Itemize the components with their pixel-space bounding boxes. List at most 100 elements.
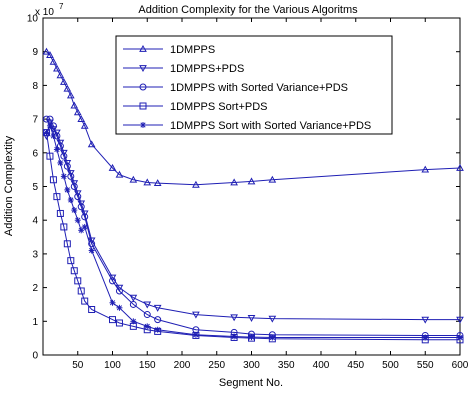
y-axis-label: Addition Complextity: [3, 135, 15, 236]
y-tick-label: 1: [32, 317, 38, 328]
y-tick-label: 9: [32, 47, 38, 58]
data-point-triangle-up: [153, 179, 162, 187]
y-tick-label: 10: [27, 14, 39, 25]
data-point-triangle-down: [153, 304, 162, 312]
asterisk-stroke: [193, 332, 199, 338]
data-point-circle: [154, 316, 162, 324]
asterisk-stroke: [155, 327, 161, 333]
data-point-triangle-up: [247, 177, 256, 185]
asterisk-stroke: [231, 333, 237, 340]
data-point-triangle-down: [230, 314, 238, 322]
x-tick-label: 150: [139, 360, 156, 371]
data-point-square: [115, 319, 123, 327]
asterisk-stroke: [64, 187, 70, 193]
legend-item: 1DMPPS: [123, 44, 215, 56]
data-point-asterisk: [457, 334, 463, 341]
data-point-square: [49, 176, 57, 184]
x-tick-label: 250: [208, 360, 225, 371]
data-point-asterisk: [81, 223, 88, 230]
asterisk-stroke: [50, 133, 57, 139]
data-point-triangle-up: [115, 170, 124, 178]
data-point-triangle-up: [80, 121, 89, 129]
asterisk-stroke: [75, 217, 81, 223]
legend-label: 1DMPPS: [170, 44, 215, 56]
asterisk-stroke: [47, 123, 53, 129]
data-point-triangle-up: [77, 115, 86, 122]
data-point-circle: [77, 203, 85, 211]
x-tick-label: 400: [313, 360, 330, 371]
data-point-asterisk: [140, 122, 146, 128]
data-point-triangle-down: [143, 301, 152, 309]
data-point-triangle-down: [139, 65, 147, 73]
asterisk-stroke: [269, 334, 275, 341]
data-point-circle: [74, 193, 82, 201]
y-tick-label: 0: [32, 351, 38, 362]
x-tick-label: 450: [347, 360, 364, 371]
asterisk-stroke: [61, 173, 67, 179]
asterisk-stroke: [54, 146, 60, 153]
legend-item: 1DMPPS with Sorted Variance+PDS: [123, 82, 348, 94]
data-point-triangle-up: [42, 47, 51, 55]
y-tick-label: 3: [32, 249, 38, 260]
legend-label: 1DMPPS+PDS: [170, 63, 244, 75]
legend-label: 1DMPPS Sort with Sorted Variance+PDS: [170, 120, 371, 132]
data-point-asterisk: [192, 331, 199, 338]
series-layer: [42, 47, 464, 344]
series-line: [46, 121, 460, 321]
data-point-triangle-up: [268, 175, 277, 183]
data-point-circle: [115, 287, 123, 295]
data-point-square: [88, 306, 96, 314]
data-point-square: [77, 287, 85, 295]
data-point-triangle-down: [192, 311, 200, 319]
x-tick-label: 500: [382, 360, 399, 371]
data-point-triangle-up: [230, 178, 238, 186]
chart-title: Addition Complexity for the Various Algo…: [138, 4, 358, 16]
legend-box: [115, 35, 393, 135]
asterisk-stroke: [82, 224, 88, 230]
legend: 1DMPPS 1DMPPS+PDS 1DMPPS with Sorted Varia…: [115, 35, 393, 135]
data-point-triangle-up: [108, 163, 117, 171]
data-point-square: [139, 102, 147, 110]
data-point-square: [67, 257, 75, 265]
data-point-circle: [56, 142, 64, 150]
data-point-triangle-up: [66, 91, 75, 99]
legend-label: 1DMPPS Sort+PDS: [170, 101, 268, 113]
data-point-triangle-down: [247, 315, 256, 322]
asterisk-stroke: [422, 334, 428, 341]
data-point-triangle-up: [49, 57, 58, 65]
asterisk-stroke: [57, 160, 63, 166]
data-point-square: [60, 223, 68, 231]
data-point-asterisk: [60, 173, 67, 180]
data-point-circle: [42, 115, 50, 123]
asterisk-stroke: [248, 334, 255, 340]
series-1: [42, 47, 464, 188]
data-point-circle: [81, 213, 89, 221]
data-point-asterisk: [269, 334, 276, 341]
data-point-triangle-up: [63, 84, 72, 92]
data-point-square: [81, 297, 89, 305]
data-point-asterisk: [88, 247, 95, 254]
asterisk-stroke: [457, 334, 463, 341]
data-point-triangle-down: [421, 316, 430, 324]
data-point-triangle-up: [73, 108, 82, 116]
data-point-asterisk: [53, 146, 60, 153]
asterisk-stroke: [144, 323, 150, 329]
y-tick-label: 6: [32, 148, 38, 159]
data-point-asterisk: [422, 334, 429, 341]
data-point-triangle-up: [87, 140, 96, 148]
axis-ticks: 50 100 150 200 250 300 350 400 450 500 550 600 0 1 2 3 4…: [27, 14, 469, 372]
data-point-triangle-up: [56, 71, 65, 79]
legend-item: 1DMPPS+PDS: [123, 63, 244, 75]
data-point-asterisk: [67, 196, 74, 203]
legend-item: 1DMPPS Sort with Sorted Variance+PDS: [123, 120, 371, 132]
y-tick-label: 2: [32, 283, 38, 294]
y-tick-label: 5: [32, 182, 38, 193]
data-point-square: [53, 193, 61, 201]
legend-label: 1DMPPS with Sorted Variance+PDS: [170, 82, 348, 94]
data-point-asterisk: [43, 129, 50, 136]
data-point-square: [56, 209, 64, 217]
data-point-triangle-down: [129, 294, 138, 302]
data-point-triangle-up: [129, 175, 138, 183]
data-point-square: [74, 277, 82, 285]
x-tick-label: 600: [452, 360, 469, 371]
